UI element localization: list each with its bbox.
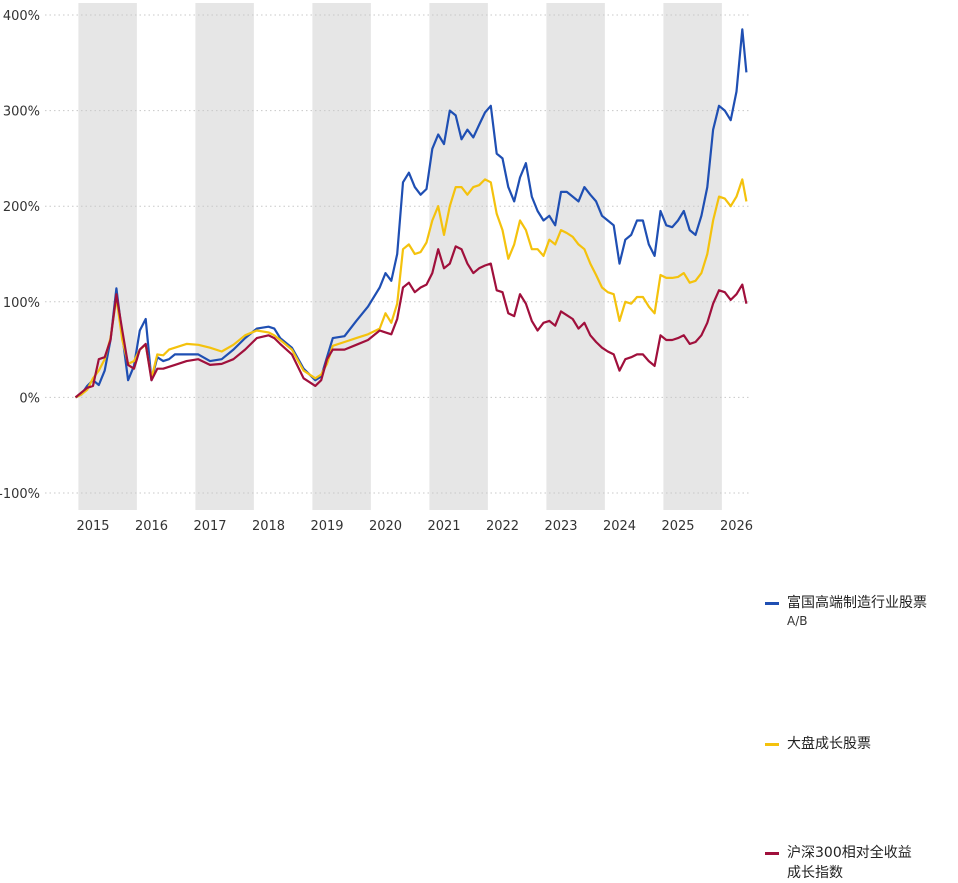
series-line-large-cap-growth — [75, 178, 748, 399]
legend-swatch-large-cap-growth — [765, 743, 779, 746]
y-tick-label: 400% — [3, 9, 40, 24]
x-tick-label: 2024 — [603, 519, 636, 534]
x-tick-label: 2021 — [427, 519, 460, 534]
chart-plot-svg: 400% 300% 200% 100% 0% -100% 2015 2016 2017 2018… — [0, 3, 753, 534]
legend-label-fund: 富国高端制造行业股票 — [787, 595, 927, 611]
y-axis-ticks: 400% 300% 200% 100% 0% -100% — [0, 9, 40, 502]
shaded-band-2025 — [663, 3, 722, 510]
x-tick-label: 2023 — [544, 519, 577, 534]
x-axis-ticks: 2015 2016 2017 2018 2019 2020 2021 2022 2023 2024… — [76, 519, 753, 534]
x-tick-label: 2020 — [369, 519, 402, 534]
shaded-band-2021 — [429, 3, 488, 510]
performance-line-chart: 400% 300% 200% 100% 0% -100% 2015 2016 2017 2018… — [0, 3, 927, 881]
series-lines — [74, 28, 748, 399]
legend-swatch-fund — [765, 602, 779, 605]
x-tick-label: 2015 — [76, 519, 109, 534]
shaded-year-bands — [78, 3, 722, 510]
y-tick-label: 200% — [3, 200, 40, 215]
y-tick-label: -100% — [0, 487, 40, 502]
legend-swatch-csi300-index — [765, 852, 779, 855]
x-tick-label: 2026 — [720, 519, 753, 534]
legend-label-fund-suffix: A/B — [787, 614, 808, 628]
legend-label-csi300-index: 沪深300相对全收益成长指数 — [787, 845, 912, 881]
series-line-fund — [75, 28, 748, 399]
gridlines — [45, 14, 750, 494]
shaded-band-2023 — [546, 3, 605, 510]
x-tick-label: 2019 — [310, 519, 343, 534]
shaded-band-2019 — [312, 3, 371, 510]
shaded-band-2015 — [78, 3, 137, 510]
y-tick-label: 300% — [3, 105, 40, 120]
x-tick-label: 2017 — [193, 519, 226, 534]
y-tick-label: 100% — [3, 296, 40, 311]
series-line-csi300-index — [74, 245, 748, 399]
y-tick-label: 0% — [19, 391, 40, 406]
x-tick-label: 2025 — [661, 519, 694, 534]
x-tick-label: 2022 — [486, 519, 519, 534]
x-tick-label: 2016 — [135, 519, 168, 534]
x-tick-label: 2018 — [252, 519, 285, 534]
legend-label-large-cap-growth: 大盘成长股票 — [787, 736, 871, 752]
shaded-band-2017 — [195, 3, 254, 510]
